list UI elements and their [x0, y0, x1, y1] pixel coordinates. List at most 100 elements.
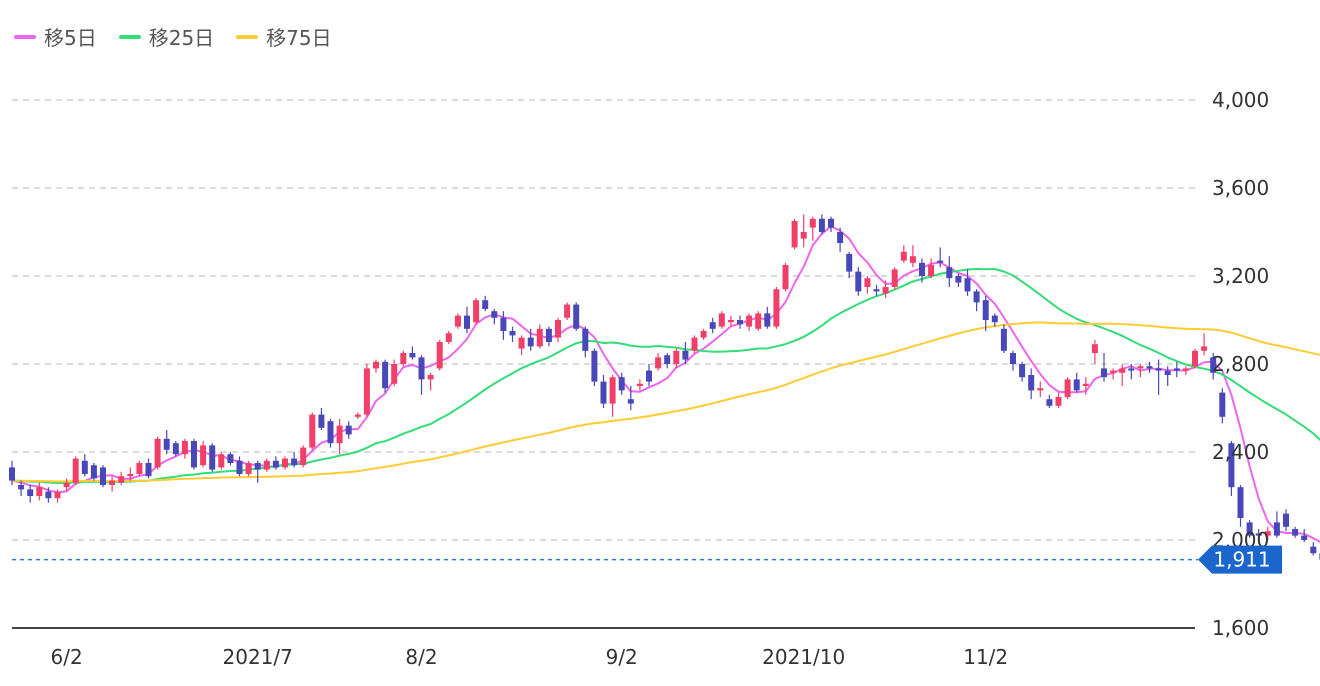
candle-body: [664, 355, 671, 364]
ma5-line: [11, 225, 1320, 543]
candle-body: [282, 458, 288, 468]
candle-body: [509, 331, 516, 336]
ma75-line: [11, 321, 1320, 483]
candle-body: [855, 271, 862, 292]
legend-item-ma25[interactable]: 移25日: [118, 22, 214, 51]
candle-body: [764, 313, 771, 327]
candle-body: [919, 262, 925, 276]
x-tick-label: 11/2: [963, 645, 1008, 669]
legend-label-ma5: 移5日: [44, 26, 97, 50]
candle-body: [1037, 388, 1044, 391]
candle-body: [627, 399, 634, 404]
candle-body: [445, 333, 452, 342]
y-tick-label: 2,400: [1212, 440, 1269, 464]
legend-label-ma75: 移75日: [266, 26, 332, 50]
candle-body: [309, 414, 316, 448]
candle-body: [1219, 392, 1226, 417]
legend-swatch-ma5: [14, 34, 36, 39]
candle-body: [746, 315, 753, 327]
candle-body: [400, 353, 407, 364]
candle-body: [791, 221, 798, 248]
candle-body: [1292, 529, 1299, 536]
candle-body: [473, 300, 480, 323]
candle-body: [145, 463, 152, 477]
candle-body: [45, 491, 52, 499]
candle-body: [163, 438, 170, 450]
candle-body: [737, 320, 743, 325]
candle-body: [1182, 368, 1189, 371]
candle-body: [837, 232, 844, 243]
candle-body: [527, 337, 534, 347]
candle-body: [1082, 383, 1089, 386]
candle-body: [109, 480, 116, 485]
candle-body: [773, 289, 780, 327]
candle-body: [846, 254, 853, 272]
candle-body: [1137, 366, 1144, 369]
moving-average-lines: [11, 225, 1320, 543]
candle-body: [1091, 344, 1098, 353]
y-tick-label: 2,800: [1212, 352, 1269, 376]
legend-swatch-ma25: [118, 34, 141, 39]
candle-body: [1237, 487, 1244, 518]
candle-body: [36, 487, 43, 496]
candle-body: [1046, 399, 1053, 406]
candle-body: [818, 218, 825, 232]
candle-body: [482, 300, 489, 309]
legend-swatch-ma75: [236, 34, 259, 39]
candle-body: [354, 414, 361, 417]
candle-body: [937, 260, 944, 263]
candle-body: [1000, 328, 1007, 351]
candle-body: [1255, 533, 1262, 536]
candle-body: [809, 218, 816, 228]
candle-body: [1310, 546, 1317, 554]
candle-body: [518, 337, 525, 349]
candle-body: [1201, 346, 1208, 351]
candle-body: [491, 311, 498, 318]
candle-body: [1055, 397, 1062, 406]
candle-body: [1101, 368, 1107, 378]
candle-body: [873, 289, 880, 292]
candle-body: [864, 278, 871, 287]
candle-body: [100, 467, 106, 485]
candle-body: [90, 465, 97, 479]
current-price-tag: 1,911: [1198, 545, 1282, 574]
candle-body: [382, 361, 389, 389]
candle-body: [1028, 375, 1035, 391]
candle-body: [800, 232, 807, 239]
candle-body: [646, 370, 652, 382]
candle-body: [928, 265, 935, 276]
candle-body: [545, 328, 552, 342]
candle-body: [591, 350, 598, 382]
candle-body: [1019, 364, 1026, 378]
candle-body: [655, 357, 662, 369]
candle-body: [1273, 522, 1280, 536]
candle-body: [427, 375, 434, 380]
candle-body: [1246, 522, 1253, 536]
candle-body: [345, 425, 352, 435]
candle-body: [1010, 353, 1016, 364]
candle-body: [1146, 366, 1153, 369]
candle-body: [373, 361, 379, 369]
candle-body: [154, 438, 161, 468]
candle-body: [1283, 513, 1289, 527]
candle-body: [27, 489, 34, 496]
candle-body: [172, 443, 179, 455]
candle-body: [1073, 379, 1080, 391]
candle-body: [891, 269, 898, 287]
candle-body: [272, 460, 279, 468]
candle-body: [191, 441, 197, 468]
legend-item-ma75[interactable]: 移75日: [236, 22, 332, 51]
candle-body: [18, 485, 25, 490]
candle-body: [1264, 531, 1271, 536]
candle-body: [227, 454, 234, 463]
x-tick-label: 8/2: [405, 645, 437, 669]
x-tick-label: 2021/7: [223, 645, 293, 669]
candle-body: [1192, 350, 1198, 367]
legend-item-ma5[interactable]: 移5日: [14, 22, 97, 51]
candle-body: [536, 328, 543, 347]
candle-body: [973, 291, 980, 303]
candle-body: [673, 350, 680, 364]
candle-body: [436, 342, 443, 369]
candle-body: [600, 381, 607, 404]
